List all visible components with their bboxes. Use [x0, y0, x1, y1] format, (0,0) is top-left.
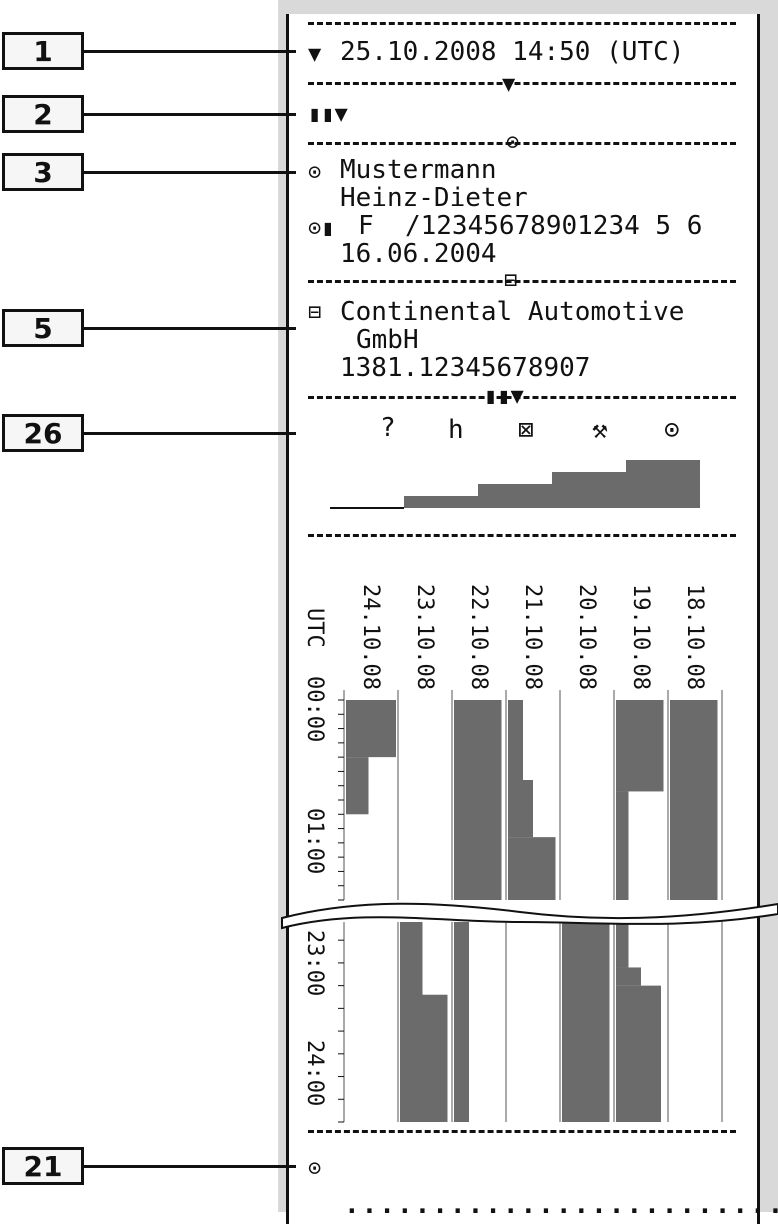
date-label: 23.10.08 [412, 584, 437, 690]
activity-bar [670, 700, 718, 900]
symbol-driving: ⊙ [664, 415, 680, 445]
activity-bar [616, 791, 629, 900]
activity-bar [616, 700, 664, 792]
callout-5-leader [84, 327, 296, 330]
signature-icon: ⊙ [308, 1156, 322, 1181]
separator-1 [308, 82, 736, 85]
activity-bar [616, 967, 641, 986]
activity-step [404, 496, 478, 508]
manufacturer-name-line2: GmbH [356, 325, 419, 355]
activity-step [626, 460, 700, 508]
symbol-availability: ⊠ [518, 415, 534, 445]
driver-last-name: Mustermann [340, 155, 497, 185]
date-label: 19.10.08 [628, 584, 653, 690]
activity-bar [346, 700, 396, 758]
activity-bar [346, 757, 369, 815]
activity-bar [454, 700, 502, 900]
separator-vu-icon: ⊟ [504, 268, 518, 293]
activity-bar [508, 700, 523, 780]
callout-26: 26 [2, 414, 84, 452]
separator-printer-icon: ▼ [502, 72, 516, 97]
driver-icon: ⊙ [308, 160, 322, 185]
separator-3 [308, 280, 736, 283]
separator-6 [308, 1130, 736, 1133]
date-label: 20.10.08 [574, 584, 599, 690]
callout-21: 21 [2, 1147, 84, 1185]
symbol-work: ⚒ [592, 415, 608, 445]
time-label-2400: 24:00 [302, 1040, 327, 1106]
activity-bar [562, 922, 610, 1122]
callout-3-leader [84, 171, 296, 174]
callout-26-leader [84, 432, 296, 435]
separator-2 [308, 142, 736, 145]
activity-bar [454, 922, 469, 1122]
activity-bar [616, 922, 629, 968]
printout-paper [286, 14, 760, 1224]
activity-bar [508, 780, 533, 838]
activity-bar [400, 994, 448, 1122]
callout-2: 2 [2, 95, 84, 133]
time-label-0100: 01:00 [302, 808, 327, 874]
date-label: 24.10.08 [358, 584, 383, 690]
timeline-break [281, 902, 778, 930]
daily-printout-card-icon: ▮▮▼ [308, 102, 348, 127]
callout-5: 5 [2, 309, 84, 347]
callout-2-leader [84, 113, 296, 116]
symbol-rest: h [448, 415, 464, 445]
driver-card-icon: ⊙▮ [308, 216, 335, 241]
separator-4 [308, 396, 736, 399]
signature-dotted-line: ......................... [344, 1190, 778, 1220]
separator-5 [308, 534, 736, 537]
time-label-0000: 00:00 [302, 676, 327, 742]
driver-card-number: F /12345678901234 5 6 [358, 211, 703, 241]
separator-activity-icon: ▮▮▼ [484, 384, 524, 409]
activity-step [478, 484, 552, 508]
callout-21-leader [84, 1165, 296, 1168]
time-label-2300: 23:00 [302, 930, 327, 996]
vehicle-unit-icon: ⊟ [308, 300, 322, 325]
printout-triangle-icon: ▼ [308, 42, 322, 67]
date-label: 21.10.08 [520, 584, 545, 690]
date-label: 18.10.08 [682, 584, 707, 690]
date-label: 22.10.08 [466, 584, 491, 690]
driver-first-name: Heinz-Dieter [340, 183, 528, 213]
callout-3: 3 [2, 153, 84, 191]
driver-card-date: 16.06.2004 [340, 239, 497, 269]
utc-label: UTC [302, 608, 327, 648]
activity-bar [616, 985, 661, 1122]
manufacturer-part-number: 1381.12345678907 [340, 353, 591, 383]
separator-driver-icon: ⊙ [506, 130, 520, 155]
symbol-unknown: ? [380, 413, 396, 443]
callout-1-leader [84, 50, 296, 53]
manufacturer-name: Continental Automotive [340, 297, 685, 327]
activity-step [552, 472, 626, 508]
separator-top [308, 22, 736, 25]
callout-1: 1 [2, 32, 84, 70]
activity-bar [508, 837, 556, 900]
print-datetime: 25.10.2008 14:50 (UTC) [340, 37, 685, 67]
